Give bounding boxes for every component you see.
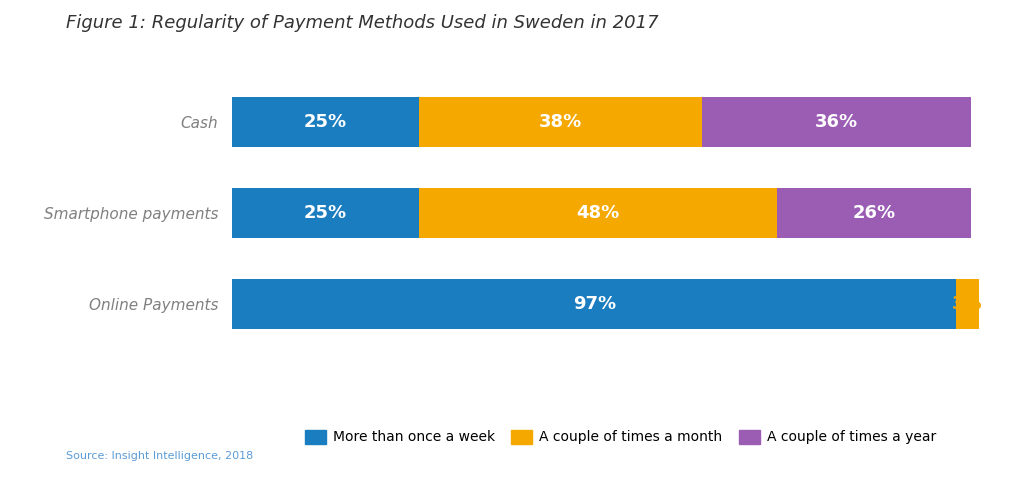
Text: Figure 1: Regularity of Payment Methods Used in Sweden in 2017: Figure 1: Regularity of Payment Methods … xyxy=(66,14,658,33)
Bar xyxy=(957,279,979,329)
Bar xyxy=(419,97,702,147)
Text: Source: Insight Intelligence, 2018: Source: Insight Intelligence, 2018 xyxy=(66,451,253,461)
Bar xyxy=(777,188,972,238)
Bar xyxy=(232,188,419,238)
Bar xyxy=(232,97,419,147)
Text: 48%: 48% xyxy=(576,204,620,222)
Text: 38%: 38% xyxy=(539,113,582,130)
Text: 25%: 25% xyxy=(304,113,347,130)
Bar xyxy=(232,279,957,329)
Legend: More than once a week, A couple of times a month, A couple of times a year: More than once a week, A couple of times… xyxy=(305,430,936,445)
Text: 25%: 25% xyxy=(304,204,347,222)
Text: 97%: 97% xyxy=(573,295,615,313)
Text: 26%: 26% xyxy=(853,204,896,222)
Bar xyxy=(419,188,777,238)
Bar xyxy=(702,97,972,147)
Text: 3%: 3% xyxy=(952,295,983,313)
Text: 36%: 36% xyxy=(815,113,859,130)
